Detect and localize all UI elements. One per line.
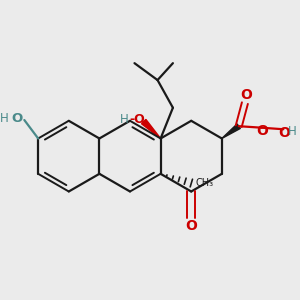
Text: O: O [256, 124, 268, 138]
Text: O: O [241, 88, 252, 102]
Text: O: O [278, 126, 290, 140]
Text: H: H [120, 112, 129, 126]
Text: O: O [185, 219, 197, 233]
Polygon shape [222, 124, 240, 139]
Text: CH₃: CH₃ [196, 178, 214, 188]
Polygon shape [142, 119, 160, 139]
Text: -O: -O [129, 112, 145, 126]
Text: H: H [0, 112, 9, 125]
Text: H: H [288, 125, 297, 138]
Text: O: O [11, 112, 22, 125]
